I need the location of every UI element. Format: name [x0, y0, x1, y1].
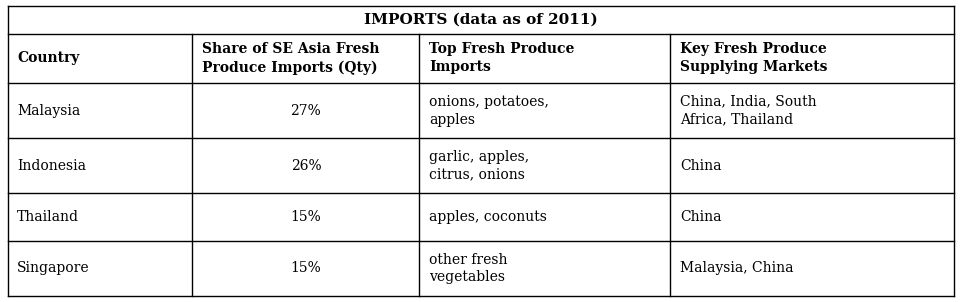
Text: Share of SE Asia Fresh
Produce Imports (Qty): Share of SE Asia Fresh Produce Imports (…	[202, 42, 379, 75]
Text: Thailand: Thailand	[17, 210, 79, 224]
Text: 15%: 15%	[290, 262, 321, 275]
Text: garlic, apples,
citrus, onions: garlic, apples, citrus, onions	[429, 150, 529, 182]
Text: Malaysia: Malaysia	[17, 104, 81, 118]
Text: other fresh
vegetables: other fresh vegetables	[429, 252, 507, 284]
Text: IMPORTS (data as of 2011): IMPORTS (data as of 2011)	[364, 13, 597, 27]
Text: 15%: 15%	[290, 210, 321, 224]
Text: apples, coconuts: apples, coconuts	[429, 210, 547, 224]
Text: Indonesia: Indonesia	[17, 159, 86, 173]
Text: Key Fresh Produce
Supplying Markets: Key Fresh Produce Supplying Markets	[679, 42, 826, 74]
Text: Country: Country	[17, 51, 80, 65]
Text: China: China	[679, 210, 721, 224]
Text: Malaysia, China: Malaysia, China	[679, 262, 793, 275]
Text: China, India, South
Africa, Thailand: China, India, South Africa, Thailand	[679, 95, 816, 127]
Text: onions, potatoes,
apples: onions, potatoes, apples	[429, 95, 549, 127]
Text: Singapore: Singapore	[17, 262, 89, 275]
Text: China: China	[679, 159, 721, 173]
Text: Top Fresh Produce
Imports: Top Fresh Produce Imports	[429, 42, 574, 74]
Text: 26%: 26%	[290, 159, 321, 173]
Text: 27%: 27%	[290, 104, 321, 118]
